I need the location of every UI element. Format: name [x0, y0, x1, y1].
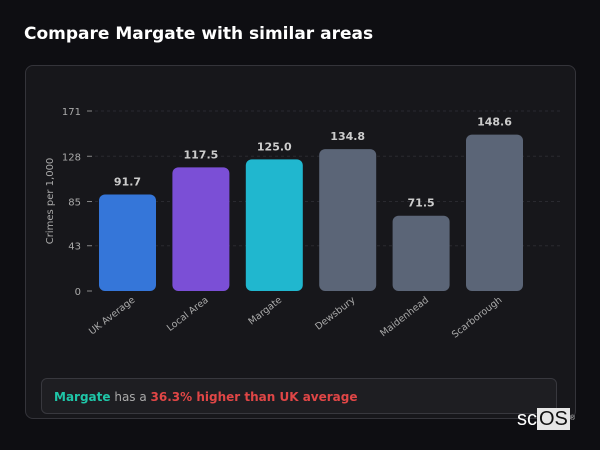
- x-tick-label: Dewsbury: [313, 294, 357, 332]
- y-tick-label: 43: [68, 242, 81, 253]
- x-tick-label: Scarborough: [450, 295, 504, 341]
- bar-scarborough: [466, 134, 523, 291]
- comparison-summary: Margate has a 36.3% higher than UK avera…: [41, 378, 557, 414]
- scos-logo: sc OS ®: [517, 408, 576, 430]
- bar-dewsbury: [319, 149, 377, 291]
- bar-maidenhead: [392, 215, 450, 291]
- page-title: Compare Margate with similar areas: [24, 24, 374, 44]
- data-label: 71.5: [408, 197, 435, 210]
- y-tick-label: 171: [62, 107, 81, 118]
- bar-local-area: [172, 167, 230, 291]
- y-tick-label: 0: [75, 287, 81, 298]
- summary-text: has a: [110, 390, 151, 404]
- x-tick-label: Margate: [246, 295, 284, 328]
- x-tick-label: Local Area: [165, 295, 211, 334]
- x-tick-label: Maidenhead: [378, 295, 431, 340]
- summary-highlight: 36.3% higher than UK average: [150, 390, 358, 404]
- data-label: 117.5: [184, 148, 219, 161]
- y-tick-label: 128: [62, 152, 81, 163]
- y-axis-label: Crimes per 1,000: [45, 158, 56, 245]
- data-label: 134.8: [330, 130, 365, 143]
- y-tick-label: 85: [68, 198, 81, 209]
- data-label: 148.6: [477, 116, 512, 129]
- bar-margate: [245, 159, 303, 291]
- data-label: 125.0: [257, 140, 292, 153]
- x-tick-label: UK Average: [87, 295, 137, 338]
- summary-subject: Margate: [54, 390, 111, 404]
- data-label: 91.7: [114, 175, 141, 188]
- bar-uk-average: [99, 194, 156, 291]
